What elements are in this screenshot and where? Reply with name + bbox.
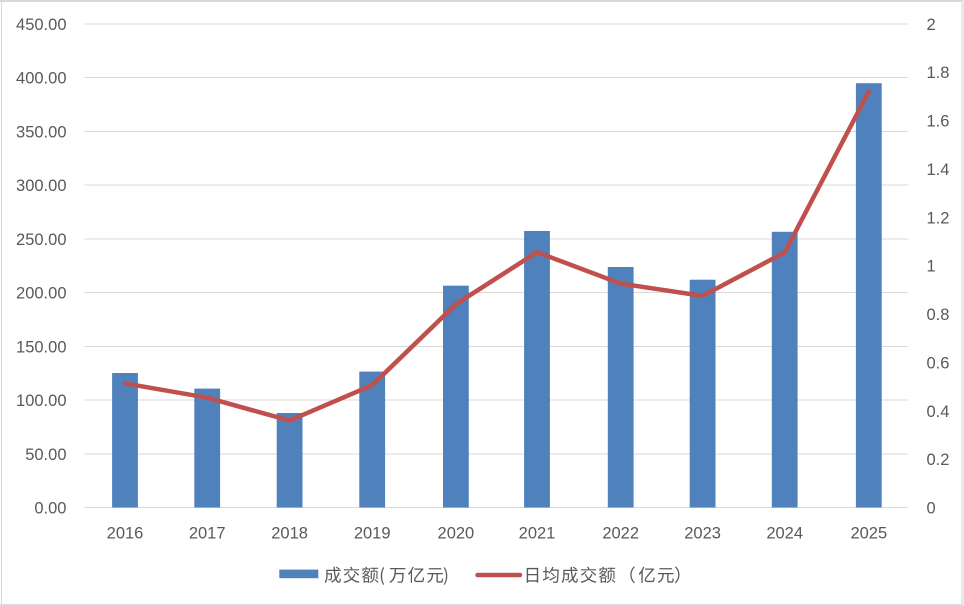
svg-text:2017: 2017 bbox=[189, 524, 226, 542]
svg-text:1.6: 1.6 bbox=[927, 113, 950, 131]
svg-text:100.00: 100.00 bbox=[16, 392, 66, 410]
svg-text:2022: 2022 bbox=[602, 524, 639, 542]
svg-text:0.00: 0.00 bbox=[34, 500, 66, 518]
svg-text:0.8: 0.8 bbox=[927, 306, 950, 324]
svg-text:250.00: 250.00 bbox=[16, 231, 66, 249]
svg-text:1.2: 1.2 bbox=[927, 209, 950, 227]
svg-text:2019: 2019 bbox=[354, 524, 391, 542]
svg-text:0: 0 bbox=[927, 500, 936, 518]
svg-text:150.00: 150.00 bbox=[16, 338, 66, 356]
svg-text:0.2: 0.2 bbox=[927, 451, 950, 469]
svg-text:400.00: 400.00 bbox=[16, 70, 66, 88]
svg-text:450.00: 450.00 bbox=[16, 16, 66, 34]
svg-text:1: 1 bbox=[927, 258, 936, 276]
svg-text:50.00: 50.00 bbox=[25, 446, 66, 464]
svg-text:2: 2 bbox=[927, 16, 936, 34]
svg-text:1.4: 1.4 bbox=[927, 161, 950, 179]
svg-text:2025: 2025 bbox=[850, 524, 887, 542]
svg-text:2021: 2021 bbox=[519, 524, 556, 542]
svg-text:0.4: 0.4 bbox=[927, 403, 950, 421]
svg-text:2018: 2018 bbox=[271, 524, 308, 542]
svg-text:0.6: 0.6 bbox=[927, 354, 950, 372]
svg-text:2016: 2016 bbox=[107, 524, 144, 542]
svg-text:2023: 2023 bbox=[684, 524, 721, 542]
svg-text:200.00: 200.00 bbox=[16, 285, 66, 303]
svg-text:300.00: 300.00 bbox=[16, 177, 66, 195]
svg-text:1.8: 1.8 bbox=[927, 64, 950, 82]
svg-text:2020: 2020 bbox=[438, 524, 475, 542]
svg-text:350.00: 350.00 bbox=[16, 123, 66, 141]
svg-text:2024: 2024 bbox=[766, 524, 803, 542]
